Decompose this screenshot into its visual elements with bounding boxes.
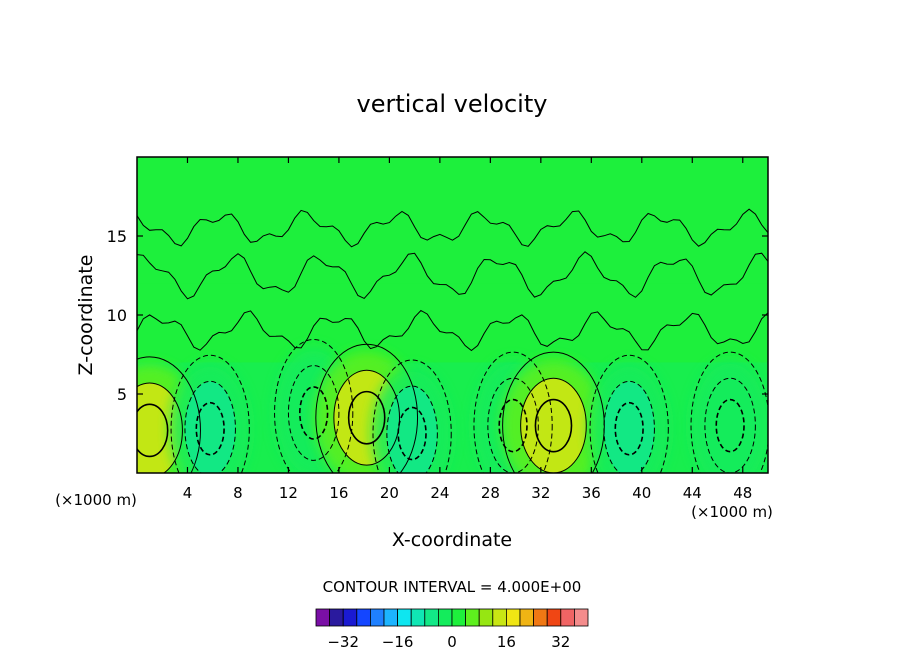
colorbar-tick-label: −32 [327,633,359,651]
colorbar-tick-label: 32 [551,633,570,651]
updraft-contour [347,390,386,445]
downdraft-contour [487,377,539,473]
downdraft-contour [690,351,768,473]
x-tick-label: 48 [733,484,752,502]
updraft-contour [137,403,169,458]
colorbar-swatch [478,608,494,627]
y-tick-label: 10 [107,306,127,325]
downdraft-contour [603,380,655,473]
downdraft-core [603,381,655,473]
field-band [137,157,768,284]
x-tick-label: 44 [683,484,702,502]
y-tick-label: 15 [107,227,127,246]
colorbar-swatch [492,608,507,627]
x-tick-label: 40 [632,484,651,502]
contour-interval-text: CONTOUR INTERVAL = 4.000E+00 [323,578,582,596]
y-axis: 5 10 15 [107,227,768,404]
chart-title: vertical velocity [357,90,548,118]
colorbar-swatch [546,608,562,627]
x-tick-label: 32 [531,484,550,502]
velocity-field [137,157,768,473]
downdraft-contour [274,339,354,473]
colorbar-tick-label: 16 [497,633,516,651]
colorbar-swatch [383,608,399,627]
updraft-contour [502,351,605,473]
downdraft-contour [715,398,745,453]
colorbar-swatch [315,608,331,627]
zero-contour-line [137,251,768,300]
colorbar-swatch [437,608,453,627]
colorbar: −32 −16 0 16 32 [315,608,589,651]
downdraft-contour [386,385,438,473]
colorbar-swatch [410,608,426,627]
downdraft-core [386,386,438,473]
downdraft-contour [184,380,236,473]
colorbar-swatch [342,608,358,627]
x-tick-label: 4 [183,484,193,502]
colorbar-swatch [397,608,412,627]
updraft-contour [520,377,587,473]
y-tick-label: 5 [117,385,127,404]
x-tick-label: 12 [279,484,298,502]
colorbar-swatch [424,608,439,627]
downdraft-contour [298,386,329,440]
downdraft-contour [704,377,756,473]
colorbar-swatch [451,608,467,627]
x-unit-label-left: (×1000 m) [55,491,137,509]
colorbar-swatch [519,608,535,627]
colorbar-tick-label: 0 [447,633,457,651]
updraft-core [520,378,587,473]
zero-contour-line [137,309,768,352]
x-tick-label: 20 [380,484,399,502]
downdraft-contour [287,365,340,461]
updraft-contour [534,398,573,453]
updraft-contour [137,356,201,473]
downdraft-contour [498,398,528,453]
colorbar-swatch [465,608,480,627]
colorbar-tick-label: −16 [382,633,414,651]
downdraft-contour [170,354,250,473]
downdraft-contour [589,354,669,473]
downdraft-contour [397,406,427,461]
x-axis-label: X-coordinate [392,529,512,551]
downdraft-contour [195,401,225,456]
updraft-contour [333,369,400,466]
colorbar-swatch [533,608,548,627]
downdraft-contour [372,359,452,473]
colorbar-swatch [356,608,371,627]
x-tick-label: 28 [481,484,500,502]
updraft-contour [137,382,183,473]
x-tick-label: 8 [233,484,243,502]
x-tick-label: 36 [582,484,601,502]
zero-contour-line [137,208,768,248]
field-band [137,283,768,363]
downdraft-core [704,378,756,473]
updraft-core [137,382,183,473]
colorbar-swatch [369,608,385,627]
x-axis: 4 8 12 16 20 24 28 32 36 40 44 48 [183,157,752,502]
plot-area [136,156,769,474]
contour-lines [137,208,768,473]
x-tick-label: 16 [329,484,348,502]
colorbar-swatch [560,608,575,627]
colorbar-swatch [574,608,589,627]
x-unit-label-right: (×1000 m) [691,503,773,521]
x-tick-label: 24 [430,484,449,502]
downdraft-contour [473,351,553,473]
colorbar-swatch [505,608,521,627]
y-axis-label: Z-coordinate [75,255,97,376]
colorbar-swatch [329,608,344,627]
downdraft-contour [614,401,644,456]
